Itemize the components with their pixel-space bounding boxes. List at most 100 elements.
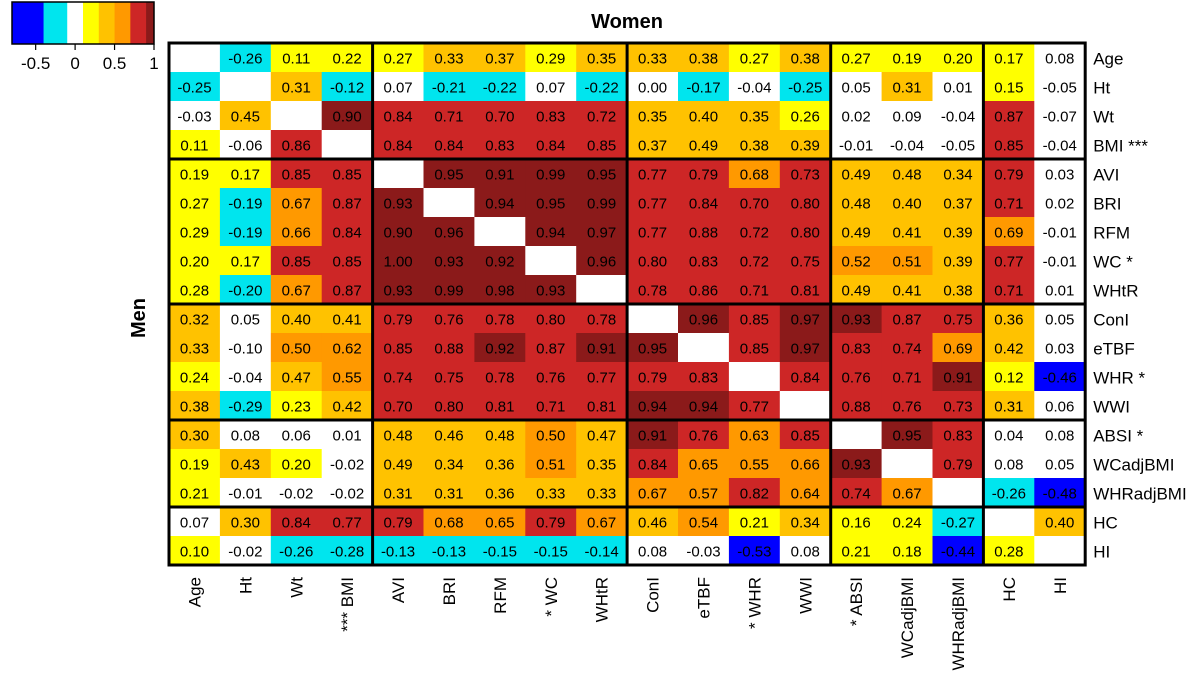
heatmap-cell: [830, 420, 883, 450]
heatmap-cell: [576, 101, 628, 131]
cell-value-label: 0.08: [994, 457, 1023, 474]
heatmap-cell: [525, 159, 577, 189]
cell-value-label: 0.74: [383, 370, 412, 387]
heatmap-cell: [678, 72, 730, 102]
heatmap-cell: [372, 217, 424, 247]
cell-value-label: 0.49: [383, 457, 412, 474]
cell-value-label: 0.71: [536, 399, 565, 416]
heatmap-cell: [728, 391, 781, 421]
column-label: * WHR: [745, 577, 764, 629]
heatmap-cell: [830, 130, 883, 160]
heatmap-cell: [983, 478, 1035, 508]
cell-value-label: 0.80: [536, 312, 565, 329]
cell-value-label: 0.48: [842, 196, 871, 213]
heatmap-cell: [1034, 507, 1086, 537]
heatmap-cell: [474, 275, 526, 305]
heatmap-cell: [219, 333, 272, 363]
heatmap-cell: [678, 101, 730, 131]
cell-value-label: 0.27: [740, 51, 769, 68]
heatmap-cell: [728, 217, 781, 247]
heatmap-cell: [321, 478, 374, 508]
heatmap-cell: [932, 449, 984, 479]
cell-value-label: 0.34: [434, 457, 463, 474]
cell-value-label: 0.79: [994, 167, 1023, 184]
cell-value-label: 0.92: [485, 254, 514, 271]
heatmap-cell: [830, 507, 883, 537]
legend-color-swatch: [130, 2, 147, 44]
cell-value-label: 0.75: [791, 254, 820, 271]
cell-value-label: 0.07: [180, 515, 209, 532]
row-label: eTBF: [1093, 340, 1135, 359]
cell-value-label: 0.72: [587, 109, 616, 126]
cell-value-label: 0.20: [943, 51, 972, 68]
heatmap-cell: [169, 101, 221, 131]
heatmap-cell: [525, 507, 577, 537]
heatmap-cell: [1034, 304, 1086, 334]
heatmap-cell: [830, 275, 883, 305]
heatmap-cell: [932, 507, 984, 537]
heatmap-cell: [474, 159, 526, 189]
cell-value-label: 0.93: [434, 254, 463, 271]
cell-value-label: 0.66: [791, 457, 820, 474]
heatmap-cell: [576, 420, 628, 450]
heatmap-cell: [423, 536, 475, 566]
cell-value-label: 0.51: [536, 457, 565, 474]
cell-value-label: 0.84: [689, 196, 718, 213]
heatmap-cell: [372, 188, 424, 218]
heatmap-cell: [474, 536, 526, 566]
heatmap-cell: [219, 188, 272, 218]
column-label: RFM: [491, 577, 510, 614]
heatmap-cell: [270, 304, 323, 334]
heatmap-cell: [678, 188, 730, 218]
cell-value-label: 0.80: [434, 399, 463, 416]
heatmap-cell: [983, 101, 1035, 131]
cell-value-label: 0.64: [791, 486, 820, 503]
heatmap-cell: [576, 362, 628, 392]
heatmap-cell: [728, 536, 781, 566]
heatmap-cell: [169, 275, 221, 305]
cell-value-label: 0.88: [689, 225, 718, 242]
heatmap-cell: [423, 101, 475, 131]
heatmap-cell: [423, 43, 475, 73]
heatmap-cell: [932, 478, 984, 508]
cell-value-label: 0.40: [282, 312, 311, 329]
heatmap-cell: [474, 188, 526, 218]
cell-value-label: 0.08: [1045, 428, 1074, 445]
heatmap-cell: [423, 217, 475, 247]
legend-tick-label: 1: [149, 54, 158, 73]
heatmap-cell: [728, 275, 781, 305]
cell-value-label: 0.33: [434, 51, 463, 68]
row-label: RFM: [1093, 224, 1130, 243]
cell-value-label: -0.27: [941, 515, 975, 532]
heatmap-cell: [372, 478, 424, 508]
heatmap-cell: [1034, 275, 1086, 305]
cell-value-label: 0.42: [994, 341, 1023, 358]
heatmap-cell: [881, 536, 933, 566]
cell-value-label: 0.28: [994, 544, 1023, 561]
heatmap-cell: [830, 536, 883, 566]
heatmap-cell: [525, 275, 577, 305]
heatmap-cell: [321, 507, 374, 537]
heatmap-cell: [728, 43, 781, 73]
heatmap-cell: [372, 275, 424, 305]
heatmap-cell: [779, 188, 832, 218]
heatmap-cell: [321, 420, 374, 450]
heatmap-cell: [678, 507, 730, 537]
cell-value-label: 0.79: [383, 515, 412, 532]
cell-value-label: 0.36: [485, 457, 514, 474]
heatmap-cell: [983, 391, 1035, 421]
heatmap-cell: [627, 246, 679, 276]
heatmap-cell: [423, 159, 475, 189]
cell-value-label: 0.38: [180, 399, 209, 416]
cell-value-label: 0.06: [282, 428, 311, 445]
cell-value-label: 0.77: [638, 225, 667, 242]
column-label: AVI: [389, 577, 408, 603]
row-label: BMI ***: [1093, 137, 1148, 156]
heatmap-cell: [576, 536, 628, 566]
cell-value-label: -0.15: [483, 544, 517, 561]
cell-value-label: -0.13: [381, 544, 415, 561]
cell-value-label: 0.08: [231, 428, 260, 445]
cell-value-label: -0.03: [177, 109, 211, 126]
heatmap-cell: [983, 43, 1035, 73]
